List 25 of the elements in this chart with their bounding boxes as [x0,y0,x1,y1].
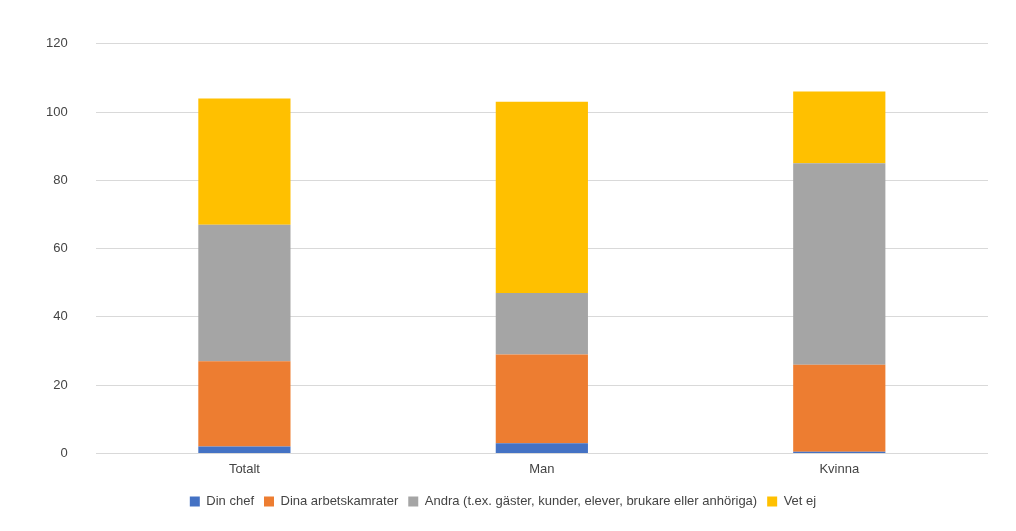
x-tick-label: Kvinna [819,460,860,476]
bar [495,101,588,293]
legend-label: Din chef [206,493,255,509]
y-tick-label: 20 [53,376,68,392]
bar [198,446,291,453]
bar [198,361,291,447]
legend-label: Vet ej [783,493,817,509]
y-tick-label: 0 [60,444,68,460]
bar [495,443,588,453]
y-tick-label: 120 [45,35,68,51]
legend-label: Andra (t.ex. gäster, kunder, elever, brukare eller anhöriga) [424,493,758,509]
bar [793,364,886,452]
bar [793,163,886,365]
bar [198,98,291,225]
bar [793,91,886,164]
y-tick-label: 100 [45,103,68,119]
x-tick-label: Totalt [228,460,261,476]
bar [198,224,291,362]
bar [495,292,588,355]
y-tick-label: 60 [53,240,68,256]
y-tick-label: 40 [53,308,68,324]
bar [495,354,588,444]
y-tick-label: 80 [53,171,68,187]
legend-label: Dina arbetskamrater [280,493,399,509]
x-tick-label: Man [529,460,555,476]
